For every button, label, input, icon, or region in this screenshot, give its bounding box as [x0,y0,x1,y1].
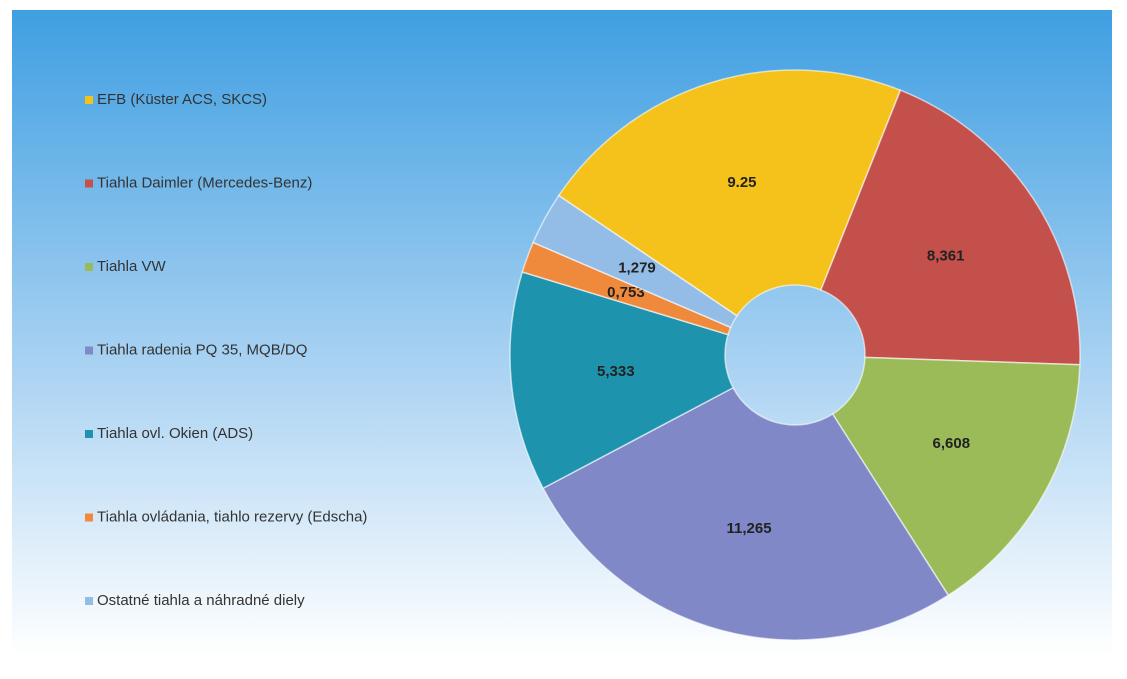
value-label: 6,608 [933,435,971,452]
slice [831,356,1081,597]
legend-swatch [85,179,93,188]
slice [542,386,950,641]
value-label: 8,361 [927,248,965,265]
value-label: 11,265 [726,520,771,537]
legend-label: Tiahla ovl. Okien (ADS) [97,425,253,442]
legend-swatch [85,513,93,522]
slice [509,271,735,490]
slice [532,194,739,329]
legend-swatch [85,346,93,355]
legend-swatch [85,263,93,271]
slice [557,69,902,317]
legend-swatch [85,597,93,605]
legend-label: Tiahla VW [97,258,166,275]
value-label: 5,333 [597,363,635,380]
legend-swatch [85,430,93,438]
legend-label: EFB (Küster ACS, SKCS) [97,91,267,108]
slice [819,89,1081,366]
legend-swatch [85,96,93,104]
value-label: 0,753 [607,284,645,301]
value-label: 1,279 [618,260,656,277]
legend-label: Tiahla ovládania, tiahlo rezervy (Edscha… [97,508,367,525]
value-label: 9.25 [727,174,756,191]
legend-label: Tiahla radenia PQ 35, MQB/DQ [97,341,307,358]
legend-label: Tiahla Daimler (Mercedes-Benz) [97,174,312,191]
legend-label: Ostatné tiahla a náhradné diely [97,592,305,609]
